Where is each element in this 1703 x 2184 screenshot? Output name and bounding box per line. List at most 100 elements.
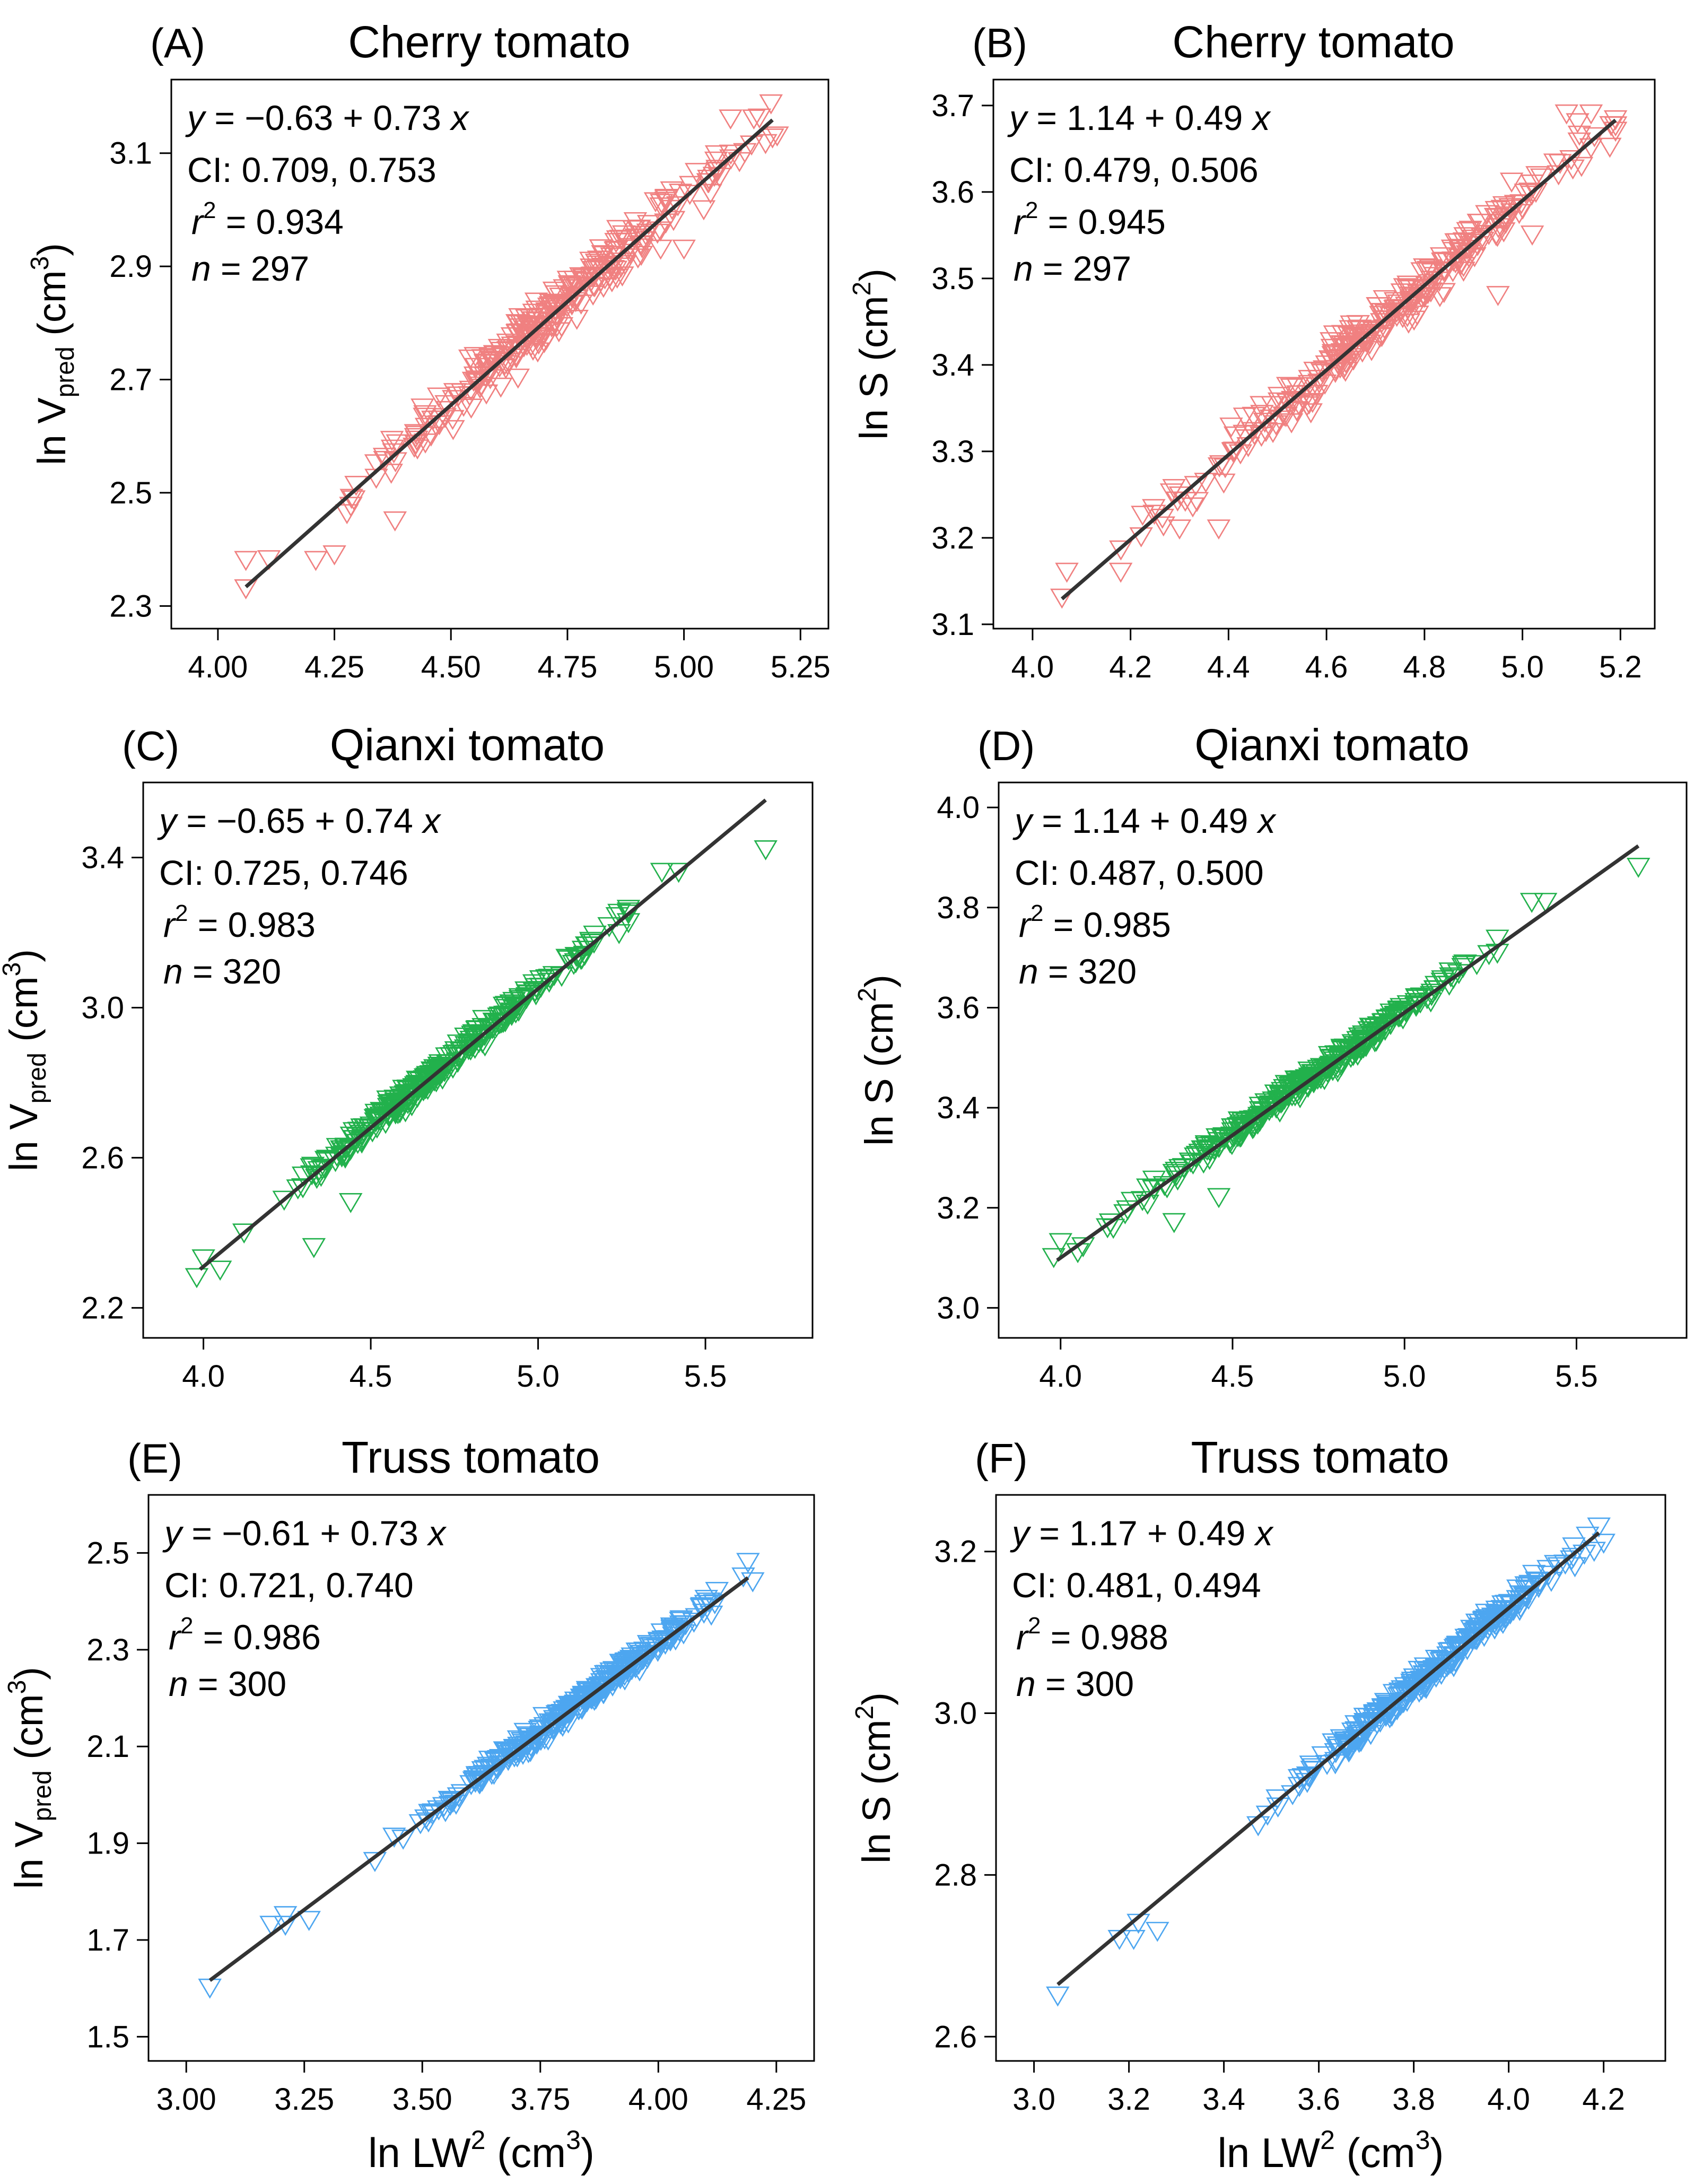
data-point xyxy=(1194,1137,1219,1158)
y-axis-label: ln S (cm2) xyxy=(851,1692,898,1864)
x-tick-label: 3.8 xyxy=(1392,2082,1435,2117)
data-point xyxy=(741,1572,765,1593)
y-label-main: ln V xyxy=(7,1821,51,1889)
n-text: n = 297 xyxy=(191,249,309,288)
x-tick-label: 4.6 xyxy=(1305,650,1348,684)
data-point xyxy=(1514,1576,1538,1597)
data-point xyxy=(1254,1093,1278,1113)
r2-text: r2 = 0.986 xyxy=(169,1613,321,1657)
data-point xyxy=(609,230,633,250)
x-label-close: ) xyxy=(581,2129,595,2176)
data-point xyxy=(1486,286,1510,307)
data-point xyxy=(1131,506,1155,526)
data-point xyxy=(1316,1058,1340,1079)
data-point xyxy=(661,211,686,231)
data-point xyxy=(1233,407,1257,428)
y-tick-label: 3.8 xyxy=(937,891,980,925)
data-point xyxy=(1351,1038,1376,1059)
data-point xyxy=(1504,195,1528,215)
n-val: = 297 xyxy=(1033,249,1131,288)
y-tick-label: 3.0 xyxy=(934,1696,977,1731)
panel-b: 4.0 4.2 4.4 4.6 4.8 5.0 5.2 3.1 3.2 3.3 3.4 3.5 3.6 3… xyxy=(848,17,1656,684)
data-point xyxy=(301,1156,325,1177)
panel-title: Qianxi tomato xyxy=(1194,720,1469,770)
data-point xyxy=(1554,104,1579,125)
y-label-main: ln V xyxy=(30,397,74,465)
y-label-close: ) xyxy=(7,1667,51,1680)
n-n: n xyxy=(1014,249,1033,288)
data-point xyxy=(1267,387,1291,407)
data-point xyxy=(593,1665,618,1685)
x-tick-label: 4.5 xyxy=(350,1359,392,1394)
data-point xyxy=(542,294,566,315)
ci-text: CI: 0.721, 0.740 xyxy=(164,1565,414,1605)
y-tick-label: 2.5 xyxy=(86,1536,129,1570)
r2-sup: 2 xyxy=(1030,900,1043,926)
data-point xyxy=(1221,442,1245,463)
data-point xyxy=(667,863,691,883)
data-point xyxy=(610,1655,634,1675)
data-point xyxy=(1320,332,1343,353)
x-tick-label: 3.75 xyxy=(510,2082,570,2117)
eq-x: x xyxy=(1256,801,1277,840)
y-tick-label: 3.0 xyxy=(81,990,124,1025)
data-point xyxy=(1506,1579,1530,1600)
ci-text: CI: 0.709, 0.753 xyxy=(187,150,436,189)
data-point xyxy=(1207,519,1231,540)
data-point xyxy=(413,407,436,428)
data-point xyxy=(598,256,623,276)
data-point xyxy=(561,279,585,300)
data-point xyxy=(600,272,624,293)
data-point xyxy=(1442,969,1465,989)
data-point xyxy=(571,941,596,961)
y-label-unit-sup: 3 xyxy=(26,256,54,271)
data-point xyxy=(1475,205,1499,225)
r2-val: = 0.983 xyxy=(188,905,315,944)
data-point xyxy=(1046,1986,1070,2007)
data-point xyxy=(443,383,467,404)
r2-r: r xyxy=(1014,202,1027,241)
eq-x: x xyxy=(1251,98,1271,137)
data-point xyxy=(1396,275,1420,296)
data-point xyxy=(385,1095,409,1116)
eq-x: x xyxy=(426,1513,447,1553)
x-tick-label: 5.0 xyxy=(1501,650,1544,684)
data-point xyxy=(704,151,728,172)
data-point xyxy=(642,1639,666,1659)
data-point xyxy=(747,108,772,129)
data-point xyxy=(616,1656,641,1676)
panel-title: Cherry tomato xyxy=(1172,17,1454,67)
data-point xyxy=(1460,1620,1484,1640)
eq-rest: = −0.65 + 0.74 xyxy=(177,801,423,840)
data-point xyxy=(291,1167,316,1187)
data-point xyxy=(259,1916,283,1936)
y-tick-label: 3.0 xyxy=(937,1291,980,1325)
data-point xyxy=(1520,225,1544,246)
regression-line xyxy=(208,1576,749,1982)
n-text: n = 320 xyxy=(1019,952,1137,991)
n-n: n xyxy=(169,1664,188,1703)
data-point xyxy=(1333,362,1358,382)
x-tick-label: 4.5 xyxy=(1211,1359,1254,1394)
y-tick-label: 2.3 xyxy=(86,1633,129,1667)
regression-line xyxy=(199,798,767,1271)
data-point xyxy=(1299,403,1323,424)
data-point xyxy=(1598,137,1622,158)
data-point xyxy=(478,1760,502,1781)
x-tick-label: 4.0 xyxy=(1039,1359,1082,1394)
data-point xyxy=(1582,1542,1606,1562)
data-point xyxy=(488,377,513,398)
eq-x: x xyxy=(1254,1513,1274,1553)
data-point xyxy=(1592,1534,1615,1554)
r2-r: r xyxy=(169,1617,182,1657)
eq-y: y xyxy=(185,98,207,137)
r2-r: r xyxy=(191,202,205,241)
r2-text: r2 = 0.988 xyxy=(1016,1613,1168,1657)
data-point xyxy=(522,982,547,1003)
data-point xyxy=(198,1978,222,1999)
data-point xyxy=(273,1906,298,1926)
x-tick-label: 5.5 xyxy=(1555,1359,1598,1394)
x-tick-label: 4.2 xyxy=(1582,2082,1625,2117)
eq-y: y xyxy=(1007,98,1029,137)
x-label-unit-sup: 3 xyxy=(566,2125,581,2155)
